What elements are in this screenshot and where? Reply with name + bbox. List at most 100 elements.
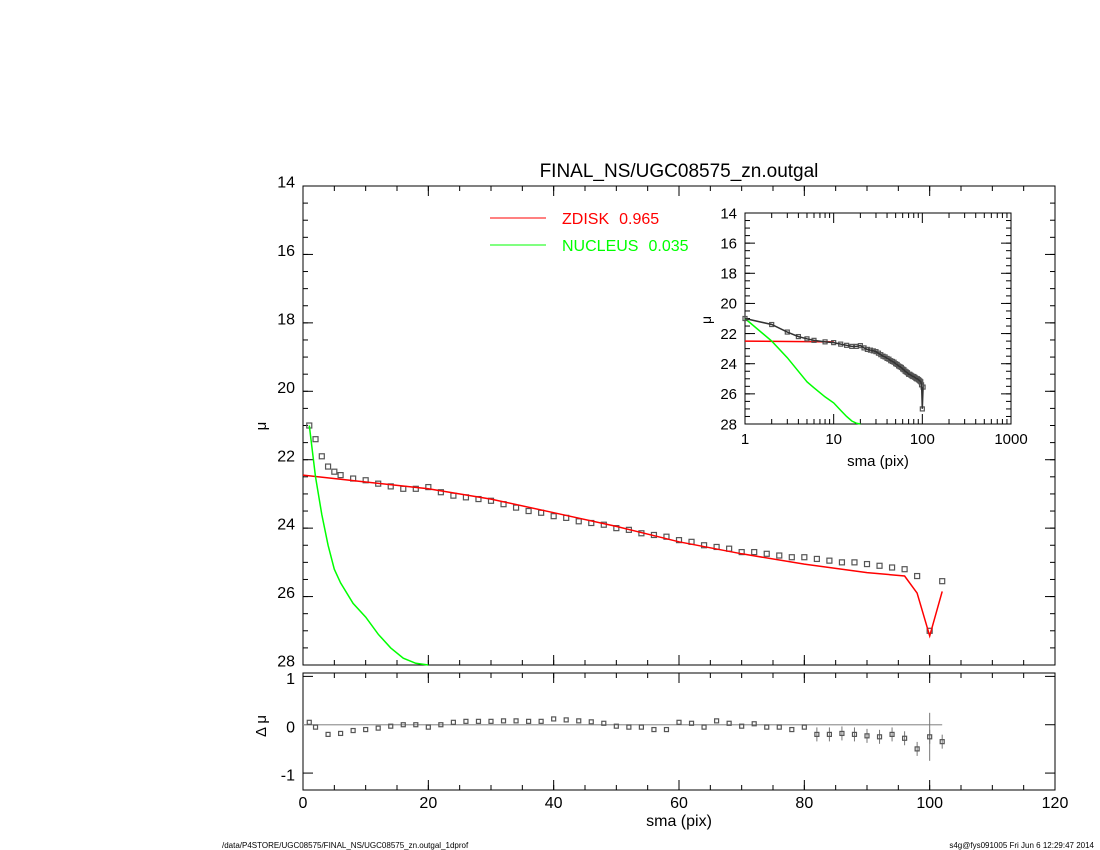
- data-point: [375, 725, 381, 731]
- data-point: [551, 716, 557, 722]
- data-point: [888, 564, 896, 571]
- data-point: [914, 746, 920, 752]
- legend-label-zdisk: ZDISK 0.965: [562, 211, 659, 228]
- data-point: [575, 518, 582, 525]
- data-point: [764, 724, 770, 730]
- data-point: [325, 731, 331, 738]
- data-point: [550, 513, 557, 520]
- data-point: [751, 721, 757, 727]
- data-point: [475, 718, 482, 724]
- data-point: [306, 719, 312, 725]
- data-point: [350, 727, 356, 734]
- data-point: [563, 717, 569, 723]
- data-point: [413, 722, 419, 728]
- data-point: [487, 497, 495, 504]
- y-tick-label: -1: [281, 768, 295, 785]
- y-tick-label: 16: [720, 235, 737, 252]
- data-point: [513, 718, 519, 724]
- data-point: [939, 739, 945, 745]
- y-tick-label: 26: [277, 585, 295, 602]
- x-tick-label: 40: [545, 795, 563, 812]
- data-point: [500, 718, 507, 724]
- data-point: [851, 559, 858, 566]
- data-point: [601, 720, 607, 726]
- y-tick-label: 26: [720, 386, 737, 403]
- inset-total-model-line: [744, 317, 924, 409]
- main-panel: 14 16 18 20 22 24 26 28: [277, 175, 1056, 671]
- data-point: [388, 723, 394, 729]
- data-point: [927, 734, 933, 740]
- y-tick-label: 18: [720, 266, 737, 283]
- data-point: [512, 504, 520, 511]
- data-point: [739, 723, 745, 729]
- data-point: [876, 734, 883, 740]
- data-point: [412, 485, 419, 492]
- data-point: [425, 724, 431, 730]
- data-point: [826, 557, 833, 564]
- data-point: [400, 485, 407, 492]
- data-point: [789, 726, 795, 733]
- data-point: [851, 731, 858, 738]
- data-point: [651, 726, 657, 733]
- data-point: [914, 572, 921, 580]
- data-point: [438, 722, 444, 728]
- data-point: [839, 730, 845, 737]
- x-tick-label: 100: [910, 431, 935, 448]
- residual-y-axis-label: Δ μ: [253, 715, 270, 737]
- x-tick-label: 120: [1042, 795, 1069, 812]
- y-tick-label: 22: [720, 326, 737, 343]
- data-point: [801, 724, 807, 730]
- data-point: [676, 719, 682, 725]
- x-tick-label: 80: [795, 795, 813, 812]
- data-point: [701, 724, 707, 730]
- data-point: [588, 719, 594, 725]
- data-point: [763, 550, 770, 557]
- plot-frame: [302, 672, 1056, 791]
- y-tick-label: 20: [720, 296, 737, 313]
- inset-y-axis-label: μ: [698, 316, 714, 324]
- data-point: [318, 453, 325, 460]
- data-point: [450, 719, 456, 725]
- data-point: [525, 718, 532, 724]
- plot-frame: [744, 212, 1012, 425]
- data-point: [864, 733, 870, 739]
- y-tick-label: 22: [277, 448, 295, 465]
- y-tick-label: 14: [277, 175, 295, 192]
- data-point: [400, 722, 406, 728]
- data-point: [726, 720, 732, 726]
- inset-nucleus-line: [744, 317, 861, 425]
- y-tick-label: 28: [277, 654, 295, 671]
- x-axis-label: sma (pix): [646, 813, 712, 830]
- y-tick-label: 18: [277, 311, 295, 328]
- data-point: [826, 731, 833, 738]
- series-line-zdisk: [302, 474, 943, 639]
- data-point: [889, 731, 895, 738]
- y-tick-label: 28: [720, 416, 737, 433]
- y-tick-label: 1: [286, 671, 295, 688]
- series-line-nucleus: [308, 425, 429, 666]
- data-point: [437, 489, 444, 496]
- data-point: [525, 507, 532, 515]
- data-point: [788, 554, 795, 561]
- data-point: [801, 554, 808, 561]
- data-point: [675, 537, 683, 544]
- y-tick-label: 0: [286, 719, 295, 736]
- data-point: [738, 548, 745, 556]
- data-point: [488, 718, 494, 724]
- chart-title: FINAL_NS/UGC08575_zn.outgal: [540, 161, 819, 182]
- data-point: [312, 436, 319, 443]
- data-point: [751, 548, 758, 556]
- data-point: [463, 718, 469, 724]
- data-point: [576, 718, 582, 724]
- x-tick-label: 0: [299, 795, 308, 812]
- y-tick-label: 14: [720, 205, 737, 222]
- data-point: [784, 329, 790, 335]
- data-point: [814, 731, 820, 738]
- data-point: [939, 578, 946, 585]
- y-tick-label: 16: [277, 243, 295, 260]
- y-tick-label: 24: [720, 356, 737, 373]
- data-point: [312, 724, 319, 730]
- data-point: [663, 726, 670, 733]
- data-point: [338, 730, 344, 737]
